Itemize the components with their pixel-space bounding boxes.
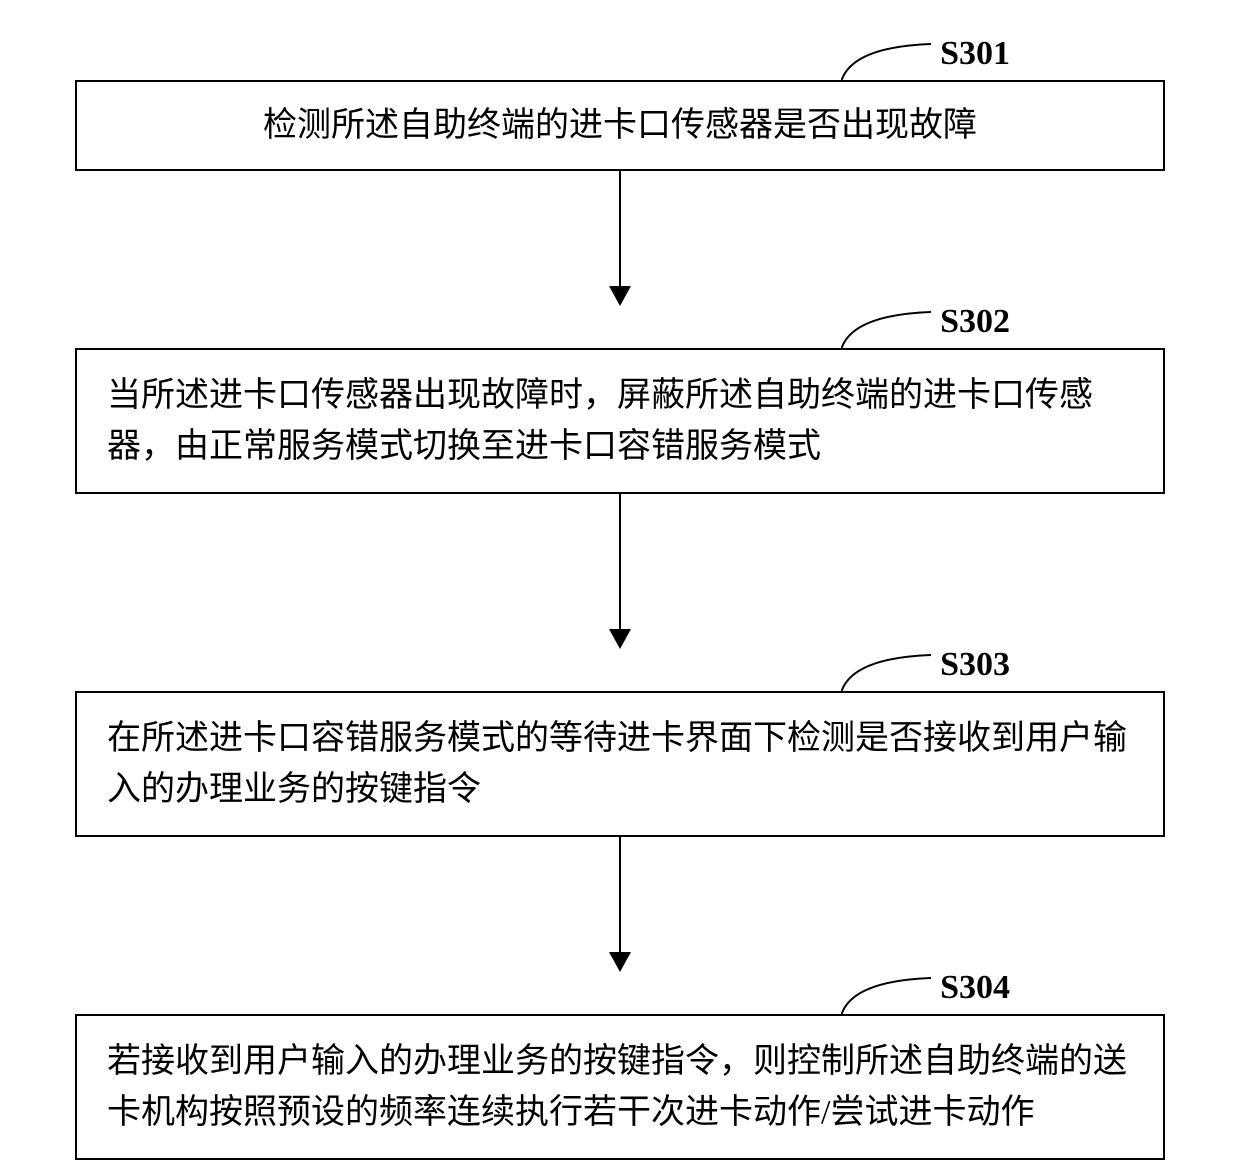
step-s304: S304 若接收到用户输入的办理业务的按键指令，则控制所述自助终端的送卡机构按照… xyxy=(50,1014,1190,1160)
arrow-line-3 xyxy=(619,837,621,952)
arrow-line-1 xyxy=(619,171,621,286)
arrow-head-2 xyxy=(609,629,631,649)
leader-line-s301 xyxy=(843,44,928,82)
step-box-s304: 若接收到用户输入的办理业务的按键指令，则控制所述自助终端的送卡机构按照预设的频率… xyxy=(75,1014,1165,1160)
step-label-s302: S302 xyxy=(940,303,1010,341)
leader-curve-s302 xyxy=(841,310,931,350)
arrow-line-2 xyxy=(619,494,621,629)
leader-line-s304 xyxy=(843,978,928,1016)
arrow-s302-s303 xyxy=(50,494,1190,649)
leader-line-s302 xyxy=(843,312,928,350)
leader-curve-s303 xyxy=(841,653,931,693)
arrow-head-3 xyxy=(609,952,631,972)
leader-curve-s304 xyxy=(841,976,931,1016)
step-s301: S301 检测所述自助终端的进卡口传感器是否出现故障 xyxy=(50,80,1190,171)
step-s302: S302 当所述进卡口传感器出现故障时，屏蔽所述自助终端的进卡口传感器，由正常服… xyxy=(50,348,1190,494)
arrow-s301-s302 xyxy=(50,171,1190,306)
step-box-s301: 检测所述自助终端的进卡口传感器是否出现故障 xyxy=(75,80,1165,171)
step-box-s302: 当所述进卡口传感器出现故障时，屏蔽所述自助终端的进卡口传感器，由正常服务模式切换… xyxy=(75,348,1165,494)
step-label-s304: S304 xyxy=(940,969,1010,1007)
flowchart-container: S301 检测所述自助终端的进卡口传感器是否出现故障 S302 当所述进卡口传感… xyxy=(50,30,1190,1160)
arrow-s303-s304 xyxy=(50,837,1190,972)
leader-curve-s301 xyxy=(841,42,931,82)
arrow-head-1 xyxy=(609,286,631,306)
step-box-s303: 在所述进卡口容错服务模式的等待进卡界面下检测是否接收到用户输入的办理业务的按键指… xyxy=(75,691,1165,837)
step-label-s301: S301 xyxy=(940,35,1010,73)
step-label-s303: S303 xyxy=(940,646,1010,684)
leader-line-s303 xyxy=(843,655,928,693)
step-s303: S303 在所述进卡口容错服务模式的等待进卡界面下检测是否接收到用户输入的办理业… xyxy=(50,691,1190,837)
